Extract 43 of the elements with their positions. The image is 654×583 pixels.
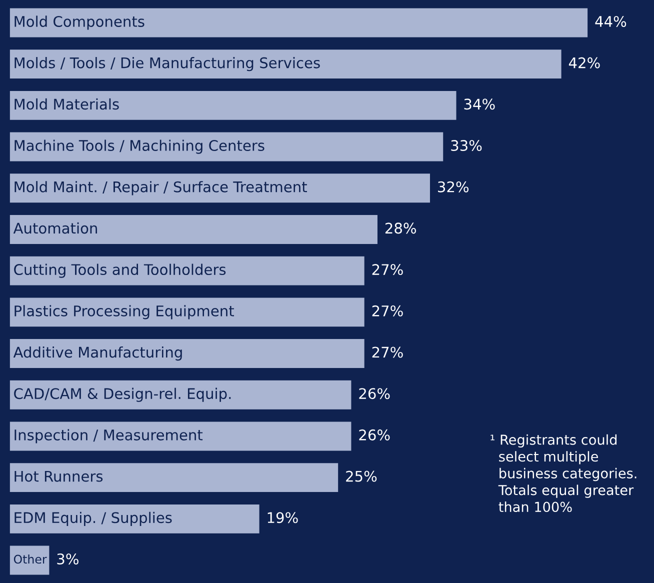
data-label: 28% <box>385 222 416 234</box>
bar <box>10 8 588 38</box>
data-label: 27% <box>372 346 403 358</box>
data-label: 33% <box>451 140 482 152</box>
y-tick-label: Hot Runners <box>14 470 103 482</box>
data-label: 3% <box>57 553 78 564</box>
y-tick-label: Plastics Processing Equipment <box>14 305 234 320</box>
data-label: 44% <box>595 16 626 27</box>
y-tick-label: CAD/CAM & Design-rel. Equip. <box>14 388 231 402</box>
data-label: 27% <box>372 264 403 276</box>
bar <box>10 215 378 244</box>
y-tick-label: Inspection / Measurement <box>14 429 203 444</box>
data-label: 32% <box>438 181 469 192</box>
y-tick-label: Mold Materials <box>14 98 119 110</box>
bar <box>10 339 364 368</box>
y-tick-label: EDM Equip. / Supplies <box>14 512 172 526</box>
y-tick-label: Mold Maint. / Repair / Surface Treatment <box>14 181 307 196</box>
y-tick-label: Automation <box>13 222 97 234</box>
data-label: 25% <box>346 470 377 482</box>
bar <box>10 422 352 451</box>
data-label: 42% <box>568 57 600 68</box>
data-label: 34% <box>464 98 495 110</box>
annotation: ¹ Registrants could select multiple business categories. Totals equal greater than 100% <box>490 434 636 512</box>
y-tick-label: Molds / Tools / Die Manufacturing Services <box>14 57 320 72</box>
y-tick-label: Other <box>14 554 47 564</box>
bar <box>10 546 50 575</box>
data-label: 27% <box>372 305 403 316</box>
bar <box>10 504 260 534</box>
bar <box>10 298 364 327</box>
bar <box>10 256 364 286</box>
y-tick-label: Cutting Tools and Toolholders <box>14 264 226 278</box>
bar <box>10 50 562 79</box>
bar <box>10 90 456 120</box>
bar <box>10 380 352 410</box>
bar <box>10 174 430 203</box>
data-label: 26% <box>359 388 390 400</box>
y-tick-label: Machine Tools / Machining Centers <box>14 140 264 154</box>
bar <box>10 132 444 162</box>
bar <box>10 463 338 492</box>
data-label: 19% <box>268 512 298 524</box>
data-label: 26% <box>359 429 390 440</box>
y-tick-label: Mold Components <box>14 16 144 30</box>
y-tick-label: Additive Manufacturing <box>13 346 182 361</box>
